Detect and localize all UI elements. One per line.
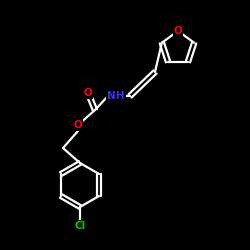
Text: Cl: Cl — [74, 221, 86, 231]
Text: O: O — [174, 26, 182, 36]
Text: NH: NH — [107, 91, 125, 101]
Text: O: O — [84, 88, 92, 98]
Text: O: O — [74, 120, 82, 130]
